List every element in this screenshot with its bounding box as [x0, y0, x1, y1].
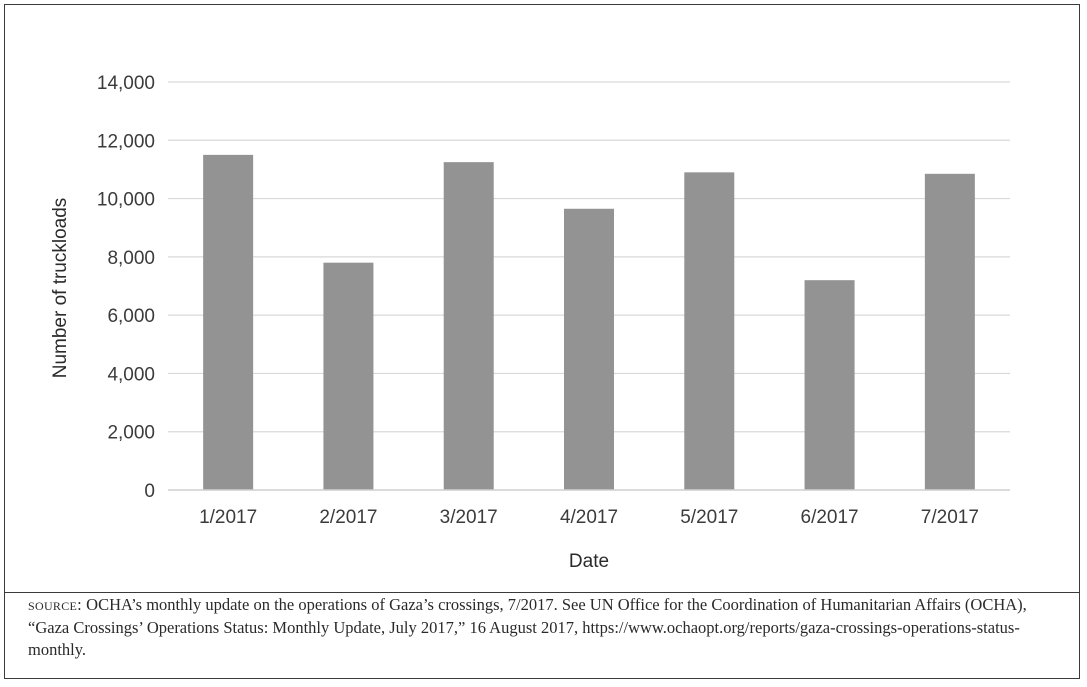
x-tick-label: 7/2017 — [921, 507, 979, 528]
y-tick-label: 8,000 — [107, 248, 155, 269]
x-tick-label: 3/2017 — [440, 507, 498, 528]
source-text: OCHA’s monthly update on the operations … — [28, 595, 1027, 659]
y-tick-label: 14,000 — [97, 73, 155, 94]
y-axis-title: Number of truckloads — [50, 198, 71, 379]
source-label: SOURCE: — [28, 595, 83, 614]
bar — [564, 208, 614, 490]
y-tick-label: 2,000 — [107, 423, 155, 444]
y-tick-label: 0 — [144, 481, 155, 502]
x-tick-label: 1/2017 — [199, 507, 257, 528]
bar — [924, 173, 975, 491]
bar — [804, 280, 855, 490]
x-tick-label: 4/2017 — [560, 507, 618, 528]
y-tick-label: 10,000 — [97, 190, 155, 211]
x-tick-label: 2/2017 — [319, 507, 377, 528]
y-tick-label: 6,000 — [107, 306, 155, 327]
source-divider — [5, 592, 1079, 593]
y-tick-label: 12,000 — [97, 131, 155, 152]
x-axis-title: Date — [569, 551, 609, 572]
x-tick-label: 5/2017 — [680, 507, 738, 528]
figure-frame — [4, 4, 1080, 679]
y-tick-label: 4,000 — [107, 364, 155, 385]
x-tick-label: 6/2017 — [801, 507, 859, 528]
bar — [684, 172, 735, 491]
source-note: SOURCE: OCHA’s monthly update on the ope… — [28, 594, 1058, 662]
bar — [203, 154, 254, 490]
bar — [323, 262, 374, 490]
bar-chart: 0 2,000 4,000 6,000 8,000 10,000 12,000 14,000 1… — [50, 73, 1010, 572]
bar — [443, 162, 494, 490]
